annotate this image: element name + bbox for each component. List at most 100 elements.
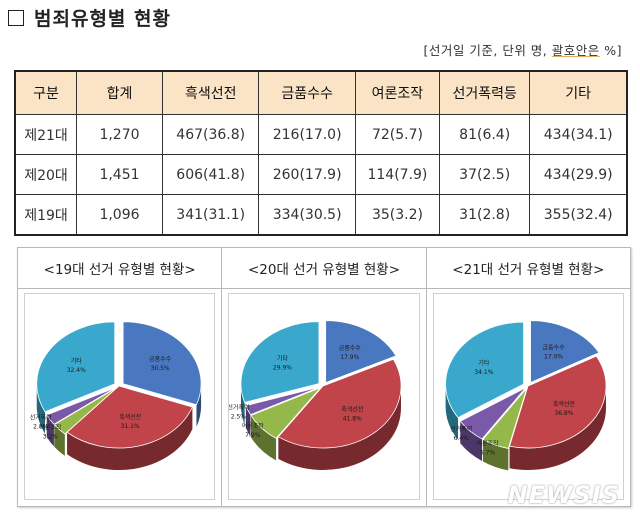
table-row: 제19대 1,096 341(31.1) 334(30.5) 35(3.2) 3… <box>14 194 628 236</box>
cell: 제20대 <box>14 154 77 195</box>
slice-label: 흑색선전 <box>342 405 364 413</box>
col-header: 흑색선전 <box>161 70 260 115</box>
cell: 35(3.2) <box>354 194 441 236</box>
cell: 341(31.1) <box>161 194 260 236</box>
newsis-watermark: NEWSIS <box>507 481 620 509</box>
slice-percent: 2.5% <box>231 413 247 420</box>
slice-label: 선거폭력 <box>229 403 249 411</box>
col-header: 합계 <box>76 70 163 115</box>
pie-slice-금품수수 <box>122 321 202 406</box>
pie-slice-흑색선전 <box>508 355 606 449</box>
pie-slice-side <box>36 383 46 434</box>
slice-percent: 5.7% <box>480 450 496 457</box>
pie-charts-panel: <19대 선거 유형별 현황> 금품수수 30.5% 흑색선전 31.1% 여론조작 3.… <box>17 247 631 507</box>
cell: 31(2.8) <box>439 194 531 236</box>
slice-label: 선거폭력 <box>450 425 472 433</box>
cell: 434(29.9) <box>529 154 628 195</box>
cell: 606(41.8) <box>161 154 260 195</box>
note-suffix: %] <box>599 43 622 58</box>
slice-percent: 7.9% <box>245 432 261 439</box>
cell: 제19대 <box>14 194 77 236</box>
pie-slice-금품수수 <box>529 320 600 384</box>
pie-svg: 금품수수 30.5% 흑색선전 31.1% 여론조작 3.2% 선거폭력 2.8% 기타 32.4… <box>30 321 202 470</box>
chart-19th: <19대 선거 유형별 현황> 금품수수 30.5% 흑색선전 31.1% 여론조작 3.… <box>18 248 223 506</box>
pie-slice-side <box>251 415 277 461</box>
col-header: 선거폭력등 <box>439 70 531 115</box>
cell: 355(32.4) <box>529 194 628 236</box>
slice-percent: 41.8% <box>343 415 362 422</box>
slice-percent: 2.8% <box>33 423 49 430</box>
chart-title: <20대 선거 유형별 현황> <box>222 248 426 289</box>
pie-slice-여론조작 <box>250 387 322 439</box>
cell: 216(17.0) <box>258 114 356 155</box>
pie-slice-side <box>67 407 193 470</box>
pie-slice-기타 <box>240 321 320 403</box>
cell: 114(7.9) <box>354 154 441 195</box>
slice-percent: 3.2% <box>43 434 59 441</box>
pie-slice-여론조작 <box>53 387 118 435</box>
col-header: 금품수수 <box>258 70 356 115</box>
checkbox-square-icon <box>8 9 24 26</box>
slice-percent: 36.8% <box>554 410 573 417</box>
slice-label: 흑색선전 <box>553 400 575 408</box>
slice-label: 기타 <box>71 357 83 365</box>
chart-21st: <21대 선거 유형별 현황> 금품수수 17.0% 흑색선전 36.8% 여론조작 5.… <box>426 248 630 506</box>
note-prefix: [선거일 기준, 단위 명, <box>423 43 552 58</box>
cell: 1,270 <box>76 114 163 155</box>
cell: 1,451 <box>76 154 163 195</box>
table-row: 제20대 1,451 606(41.8) 260(17.9) 114(7.9) … <box>14 154 628 195</box>
pie-slice-선거폭력 <box>46 386 117 425</box>
table-row: 제21대 1,270 467(36.8) 216(17.0) 72(5.7) 8… <box>14 114 628 155</box>
slice-percent: 6.4% <box>453 435 469 442</box>
pie-slice-기타 <box>36 321 116 413</box>
pie-svg: 금품수수 17.9% 흑색선전 41.8% 여론조작 7.9% 선거폭력 2.5% 기타 29.9… <box>229 320 402 470</box>
col-header: 여론조작 <box>354 70 441 115</box>
slice-label: 여론조작 <box>39 424 62 432</box>
slice-percent: 34.1% <box>474 369 493 376</box>
pie-slice-기타 <box>444 321 524 419</box>
pie-slice-side <box>509 386 606 470</box>
pie-slice-선거폭력 <box>245 386 321 416</box>
table-header-row: 구분 합계 흑색선전 금품수수 여론조작 선거폭력등 기타 <box>14 70 628 115</box>
slice-label: 선거폭력 <box>30 413 52 421</box>
pie-slice-side <box>459 421 482 461</box>
cell: 334(30.5) <box>258 194 356 236</box>
chart-20th: <20대 선거 유형별 현황> 금품수수 17.9% 흑색선전 41.8% 여론조작 7.… <box>222 248 427 506</box>
page-title: 범죄유형별 현황 <box>8 4 171 31</box>
slice-label: 기타 <box>277 354 289 362</box>
pie-slice-흑색선전 <box>66 385 193 449</box>
pie-slice-side <box>278 386 402 470</box>
unit-note: [선거일 기준, 단위 명, 괄호안은 %] <box>424 40 622 59</box>
cell: 81(6.4) <box>439 114 531 155</box>
pie-slice-side <box>445 384 458 440</box>
slice-label: 여론조작 <box>242 422 265 430</box>
crime-type-table: 구분 합계 흑색선전 금품수수 여론조작 선거폭력등 기타 제21대 1,270… <box>14 70 628 236</box>
slice-label: 금품수수 <box>542 345 565 352</box>
col-header: 구분 <box>14 70 77 115</box>
chart-title: <21대 선거 유형별 현황> <box>426 248 630 289</box>
slice-label: 흑색선전 <box>119 413 141 421</box>
col-header: 기타 <box>529 70 628 115</box>
cell: 72(5.7) <box>354 114 441 155</box>
cell: 1,096 <box>76 194 163 236</box>
slice-label: 여론조작 <box>476 440 499 448</box>
slice-percent: 31.1% <box>121 423 140 430</box>
cell: 467(36.8) <box>161 114 260 155</box>
slice-label: 금품수수 <box>339 345 362 352</box>
pie-chart: 금품수수 17.0% 흑색선전 36.8% 여론조작 5.7% 선거폭력 6.4% 기타 34.1… <box>432 293 624 500</box>
pie-slice-금품수수 <box>325 320 397 384</box>
pie-svg: 금품수수 17.0% 흑색선전 36.8% 여론조작 5.7% 선거폭력 6.4% 기타 34.1… <box>444 320 606 471</box>
cell: 37(2.5) <box>439 154 531 195</box>
pie-slice-흑색선전 <box>278 358 402 449</box>
title-text: 범죄유형별 현황 <box>34 8 171 30</box>
note-underlined: 괄호안은 <box>551 43 600 58</box>
cell: 434(34.1) <box>529 114 628 155</box>
slice-label: 기타 <box>478 359 490 367</box>
pie-slice-여론조작 <box>481 387 527 449</box>
slice-percent: 17.9% <box>341 354 360 361</box>
cell: 제21대 <box>14 114 77 155</box>
chart-title: <19대 선거 유형별 현황> <box>18 248 222 289</box>
pie-slice-선거폭력 <box>459 387 526 440</box>
pie-chart: 금품수수 17.9% 흑색선전 41.8% 여론조작 7.9% 선거폭력 2.5% 기타 29.9… <box>228 293 420 500</box>
pie-slice-side <box>54 424 65 456</box>
